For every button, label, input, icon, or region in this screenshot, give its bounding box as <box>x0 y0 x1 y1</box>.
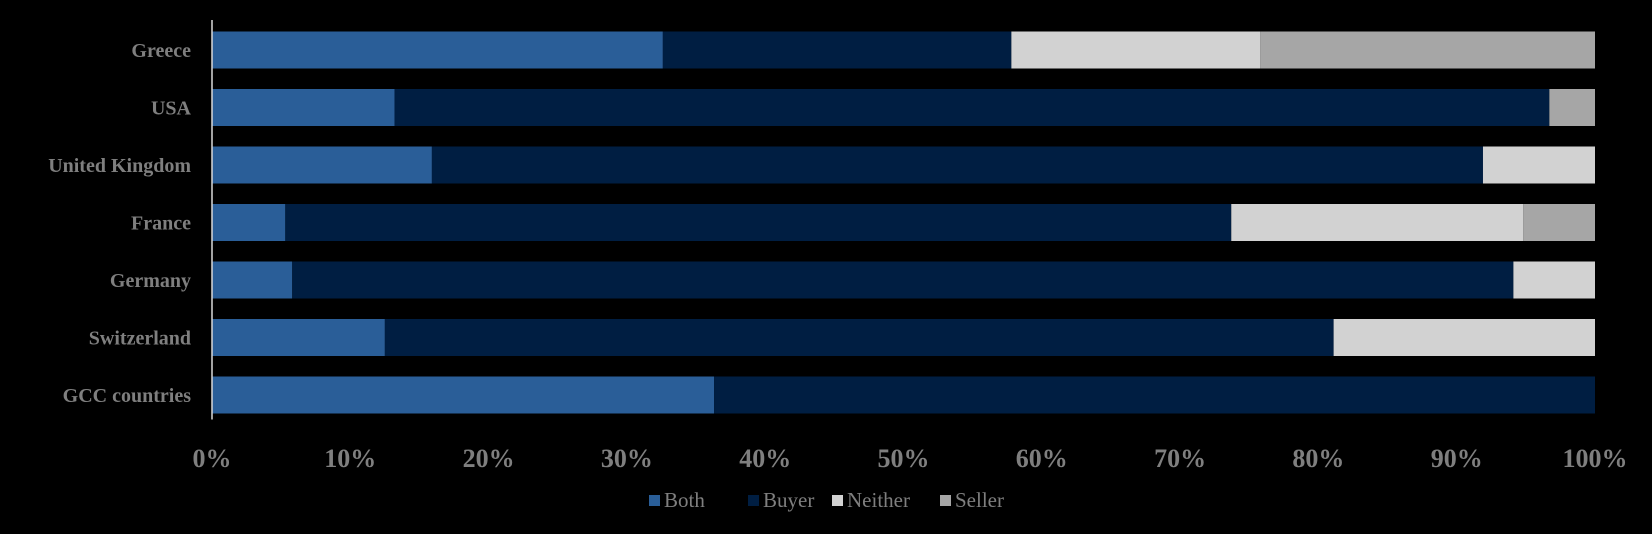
legend-label-both: Both <box>664 488 705 512</box>
bar-greece-both <box>212 31 663 69</box>
legend: Both Buyer Neither Seller <box>649 488 1004 512</box>
category-labels: Greece USA United Kingdom France Germany Swit… <box>48 40 191 407</box>
x-tick-label: 60% <box>1016 444 1068 473</box>
bar-switzerland-neither <box>1333 319 1595 356</box>
bar-france-both <box>212 204 286 241</box>
category-label-gcc-countries: GCC countries <box>63 385 192 407</box>
category-label-greece: Greece <box>131 40 191 62</box>
bar-usa-buyer <box>394 89 1550 126</box>
x-tick-label: 10% <box>324 444 376 473</box>
bar-france-neither <box>1231 204 1524 241</box>
bar-usa-seller <box>1549 89 1595 126</box>
x-tick-label: 90% <box>1431 444 1483 473</box>
bar-united-kingdom-both <box>212 146 432 184</box>
x-tick-labels: 0% 10% 20% 30% 40% 50% 60% 70% 80% 90% 100% <box>193 444 1628 473</box>
bar-france-buyer <box>285 204 1232 241</box>
bar-united-kingdom-buyer <box>431 146 1483 184</box>
x-tick-label: 30% <box>601 444 653 473</box>
bar-germany-neither <box>1513 261 1595 299</box>
category-label-usa: USA <box>151 98 192 120</box>
legend-swatch-buyer <box>748 495 759 506</box>
bar-switzerland-buyer <box>384 319 1334 356</box>
x-tick-label: 50% <box>878 444 930 473</box>
bar-greece-neither <box>1011 31 1261 69</box>
bar-greece-seller <box>1260 31 1595 69</box>
bar-germany-both <box>212 261 293 299</box>
bar-france-seller <box>1523 204 1595 241</box>
bars-group <box>212 31 1595 414</box>
legend-label-neither: Neither <box>847 488 910 512</box>
x-tick-label: 40% <box>739 444 791 473</box>
legend-swatch-seller <box>940 495 951 506</box>
category-label-switzerland: Switzerland <box>89 328 191 350</box>
x-tick-label: 80% <box>1292 444 1344 473</box>
category-label-united-kingdom: United Kingdom <box>48 155 191 177</box>
x-tick-label: 0% <box>193 444 232 473</box>
x-tick-label: 20% <box>463 444 515 473</box>
legend-swatch-neither <box>832 495 843 506</box>
bar-greece-buyer <box>662 31 1012 69</box>
x-tick-label: 70% <box>1154 444 1206 473</box>
bar-usa-both <box>212 89 395 126</box>
legend-swatch-both <box>649 495 660 506</box>
bar-switzerland-both <box>212 319 385 356</box>
x-tick-label: 100% <box>1563 444 1628 473</box>
bar-germany-buyer <box>292 261 1514 299</box>
bar-gcc-countries-buyer <box>714 376 1595 414</box>
bar-gcc-countries-both <box>212 376 715 414</box>
legend-label-buyer: Buyer <box>763 488 814 512</box>
legend-label-seller: Seller <box>955 488 1004 512</box>
category-label-france: France <box>131 213 191 235</box>
bar-united-kingdom-neither <box>1482 146 1595 184</box>
category-label-germany: Germany <box>110 270 191 292</box>
